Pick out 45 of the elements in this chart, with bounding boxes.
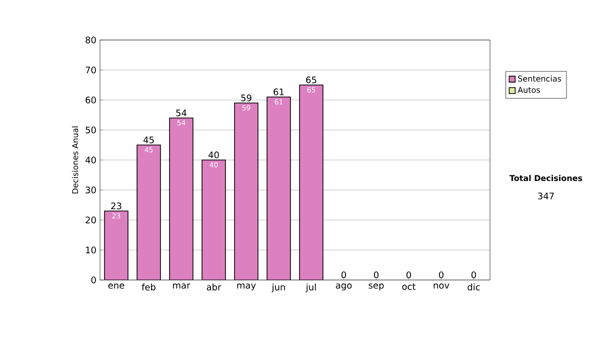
x-tick-label: may [237, 284, 256, 290]
total-label: 40 [208, 151, 219, 158]
total-label: 0 [341, 271, 346, 278]
y-tick-label: 70 [86, 66, 96, 74]
text: Total Decisiones [509, 174, 582, 182]
y-tick-label: 40 [85, 156, 96, 164]
y-tick-label: 30 [86, 186, 96, 194]
total-label: 45 [143, 136, 154, 144]
text: 347 [538, 192, 554, 200]
bar [202, 160, 226, 280]
total-label: 0 [471, 271, 476, 278]
x-tick-label: abr [206, 284, 222, 290]
x-tick-label: jun [272, 284, 285, 292]
total-label: 54 [176, 110, 186, 116]
x-tick-label: nov [434, 284, 450, 289]
y-tick-label: 0 [91, 276, 96, 284]
x-tick-label: sep [368, 284, 384, 290]
total-label: 0 [438, 271, 444, 278]
x-tick-label: mar [173, 284, 190, 289]
y-tick-label: 50 [86, 126, 96, 134]
bar [169, 118, 194, 280]
x-tick-label: dic [468, 284, 480, 290]
legend-label: Sentencias [518, 75, 562, 82]
bar [136, 144, 161, 280]
total-label: 61 [274, 88, 284, 96]
total-label: 23 [111, 202, 122, 210]
x-tick-label: feb [142, 284, 156, 290]
total-label: 65 [306, 76, 316, 84]
x-tick-label: jul [306, 284, 316, 292]
bar [234, 102, 258, 280]
total-label: 0 [406, 271, 412, 278]
y-tick-label: 20 [86, 216, 96, 224]
y-axis-title: Decisiones Anual [72, 126, 78, 194]
y-tick-label: 10 [86, 246, 96, 254]
y-tick-label: 80 [86, 36, 96, 44]
bar [299, 84, 324, 280]
x-tick-label: oct [402, 284, 416, 290]
legend-label: Autos [518, 86, 540, 93]
total-label: 0 [374, 271, 379, 278]
total-label: 59 [241, 94, 252, 102]
y-tick-label: 60 [86, 96, 96, 104]
x-tick-label: ene [108, 284, 124, 289]
x-tick-label: ago [336, 284, 352, 290]
bar [266, 96, 291, 280]
bar [104, 210, 128, 280]
